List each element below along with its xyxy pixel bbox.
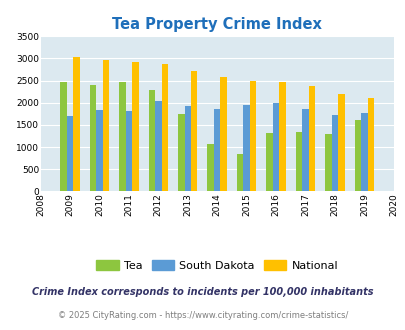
Bar [324,134,331,191]
Bar [102,60,109,191]
Bar [119,82,126,191]
Bar [295,132,302,191]
Bar [126,111,132,191]
Bar [302,109,308,191]
Bar [90,85,96,191]
Bar [190,71,197,191]
Bar [184,106,190,191]
Legend: Tea, South Dakota, National: Tea, South Dakota, National [92,256,342,276]
Title: Tea Property Crime Index: Tea Property Crime Index [112,17,321,32]
Bar [73,57,79,191]
Bar [367,98,373,191]
Bar [213,109,220,191]
Bar [331,115,337,191]
Bar [337,94,344,191]
Bar [237,154,243,191]
Bar [96,110,102,191]
Bar [132,62,138,191]
Bar [266,133,272,191]
Bar [360,114,367,191]
Bar [60,82,67,191]
Bar [249,81,256,191]
Bar [279,82,285,191]
Bar [354,120,360,191]
Bar [148,90,155,191]
Text: © 2025 CityRating.com - https://www.cityrating.com/crime-statistics/: © 2025 CityRating.com - https://www.city… [58,311,347,320]
Bar [207,145,213,191]
Bar [67,116,73,191]
Text: Crime Index corresponds to incidents per 100,000 inhabitants: Crime Index corresponds to incidents per… [32,287,373,297]
Bar [220,77,226,191]
Bar [308,86,314,191]
Bar [272,103,279,191]
Bar [155,101,161,191]
Bar [161,64,168,191]
Bar [178,114,184,191]
Bar [243,105,249,191]
